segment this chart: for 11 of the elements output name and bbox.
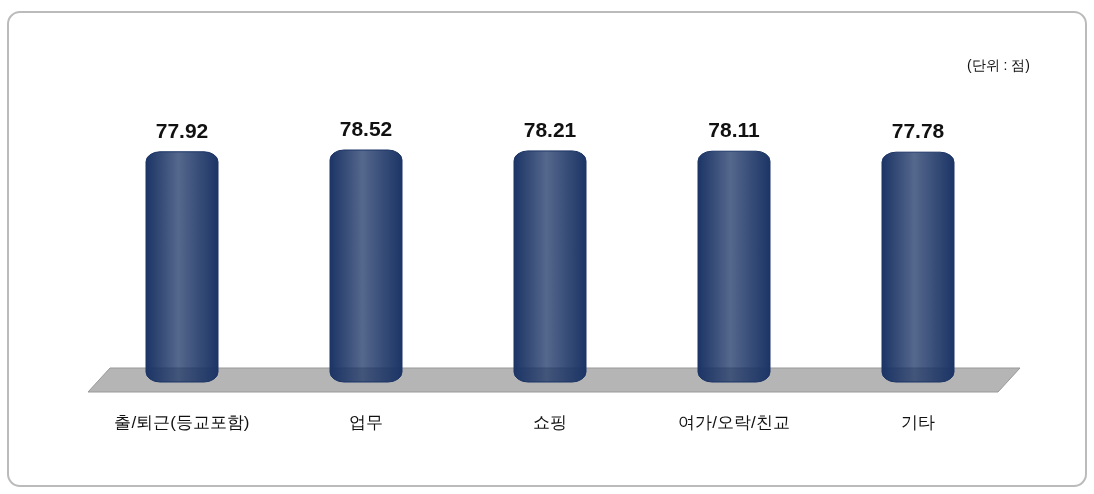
text: (단위 : 점): [967, 57, 1030, 73]
x-tick-label: 쇼핑: [533, 413, 567, 432]
data-label: 77.78: [891, 119, 945, 143]
data-label: 78.52: [339, 117, 393, 140]
x-tick-label: 업무: [349, 413, 383, 432]
data-label: 78.21: [523, 117, 577, 141]
data-label: 78.11: [708, 118, 761, 142]
x-tick-label: 여가/오락/친교: [678, 413, 790, 432]
x-tick-label: 출/퇴근(등교포함): [114, 413, 250, 432]
x-tick-label: 기타: [901, 413, 935, 432]
data-label: 77.92: [155, 118, 209, 142]
